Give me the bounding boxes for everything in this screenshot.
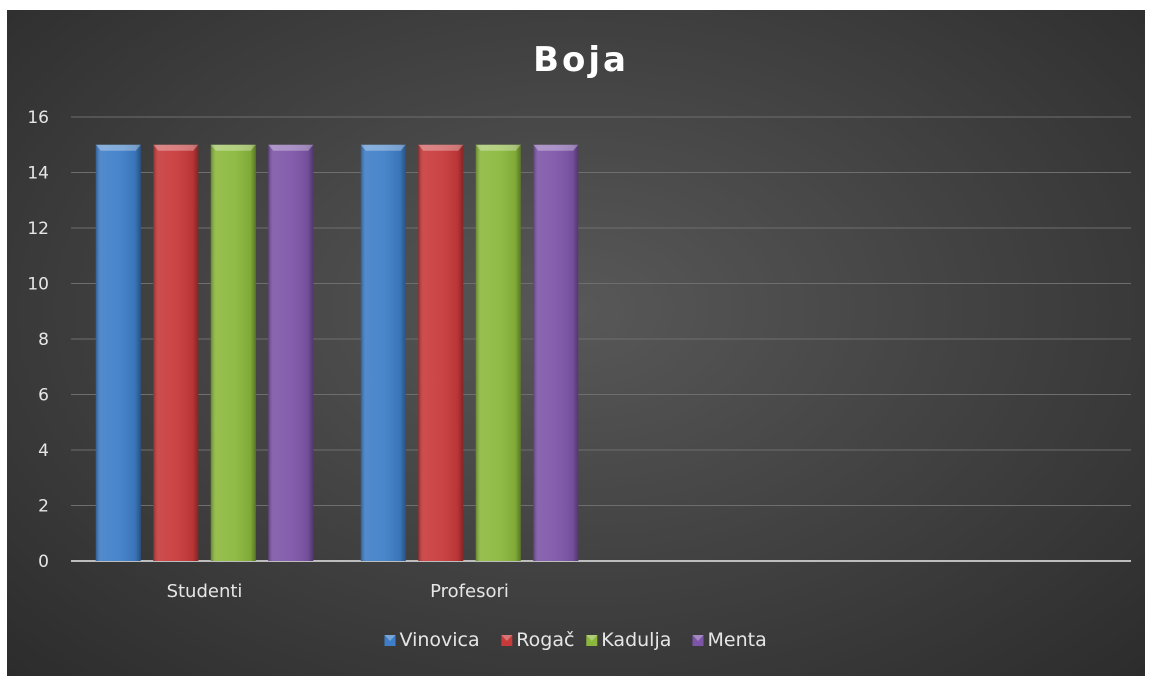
legend-label: Kadulja bbox=[601, 629, 671, 651]
legend-swatch bbox=[384, 635, 396, 646]
bar-vinovica-studenti bbox=[95, 144, 141, 561]
bar-bevel bbox=[475, 144, 521, 151]
bar-bevel bbox=[533, 144, 579, 151]
bar-bevel bbox=[268, 144, 314, 151]
bar-shading bbox=[418, 144, 464, 561]
chart-title: Boja bbox=[533, 40, 629, 80]
bar-shading bbox=[95, 144, 141, 561]
legend-swatch-bevel bbox=[586, 635, 598, 641]
bar-kadulja-studenti bbox=[210, 144, 256, 561]
x-category-label: Studenti bbox=[167, 581, 243, 602]
legend-swatch bbox=[501, 635, 513, 646]
legend-swatch bbox=[586, 635, 598, 646]
bar-shading bbox=[210, 144, 256, 561]
legend-swatch-bevel bbox=[692, 635, 704, 641]
legend-item-rogač: Rogač bbox=[501, 629, 574, 651]
legend-swatch bbox=[692, 635, 704, 646]
bar-rogač-studenti bbox=[153, 144, 199, 561]
bar-shading bbox=[475, 144, 521, 561]
x-category-label: Profesori bbox=[430, 581, 509, 602]
legend-item-menta: Menta bbox=[692, 629, 767, 651]
bar-bevel bbox=[210, 144, 256, 151]
legend-label: Vinovica bbox=[400, 629, 480, 651]
legend: Vinovica Rogač Kadulja Menta bbox=[384, 629, 767, 651]
legend-label: Menta bbox=[708, 629, 767, 651]
legend-item-kadulja: Kadulja bbox=[586, 629, 671, 651]
y-tick-label: 6 bbox=[38, 386, 49, 406]
bar-shading bbox=[153, 144, 199, 561]
y-tick-label: 2 bbox=[38, 497, 49, 517]
legend-item-vinovica: Vinovica bbox=[384, 629, 480, 651]
bar-bevel bbox=[95, 144, 141, 151]
bar-kadulja-profesori bbox=[475, 144, 521, 561]
y-tick-label: 8 bbox=[38, 330, 49, 350]
bar-bevel bbox=[360, 144, 406, 151]
y-tick-label: 4 bbox=[38, 441, 49, 461]
bar-menta-studenti bbox=[268, 144, 314, 561]
chart-area: Boja 0 2 4 6 8 10 12 14 16 Studenti Profesori Vin… bbox=[7, 10, 1145, 676]
y-tick-label: 16 bbox=[27, 108, 49, 128]
bars bbox=[95, 144, 579, 561]
bar-bevel bbox=[153, 144, 199, 151]
bar-menta-profesori bbox=[533, 144, 579, 561]
bar-rogač-profesori bbox=[418, 144, 464, 561]
y-axis-ticks: 0 2 4 6 8 10 12 14 16 bbox=[27, 108, 49, 572]
bar-shading bbox=[268, 144, 314, 561]
bar-shading bbox=[533, 144, 579, 561]
y-tick-label: 10 bbox=[27, 275, 49, 295]
bar-chart: Boja 0 2 4 6 8 10 12 14 16 Studenti Profesori Vin… bbox=[27, 40, 1131, 651]
y-tick-label: 14 bbox=[27, 164, 49, 184]
x-axis-categories: Studenti Profesori bbox=[167, 581, 509, 602]
y-tick-label: 12 bbox=[27, 219, 49, 239]
bar-shading bbox=[360, 144, 406, 561]
y-tick-label: 0 bbox=[38, 552, 49, 572]
bar-bevel bbox=[418, 144, 464, 151]
legend-swatch-bevel bbox=[384, 635, 396, 641]
bar-vinovica-profesori bbox=[360, 144, 406, 561]
legend-swatch-bevel bbox=[501, 635, 513, 641]
legend-label: Rogač bbox=[516, 629, 574, 651]
